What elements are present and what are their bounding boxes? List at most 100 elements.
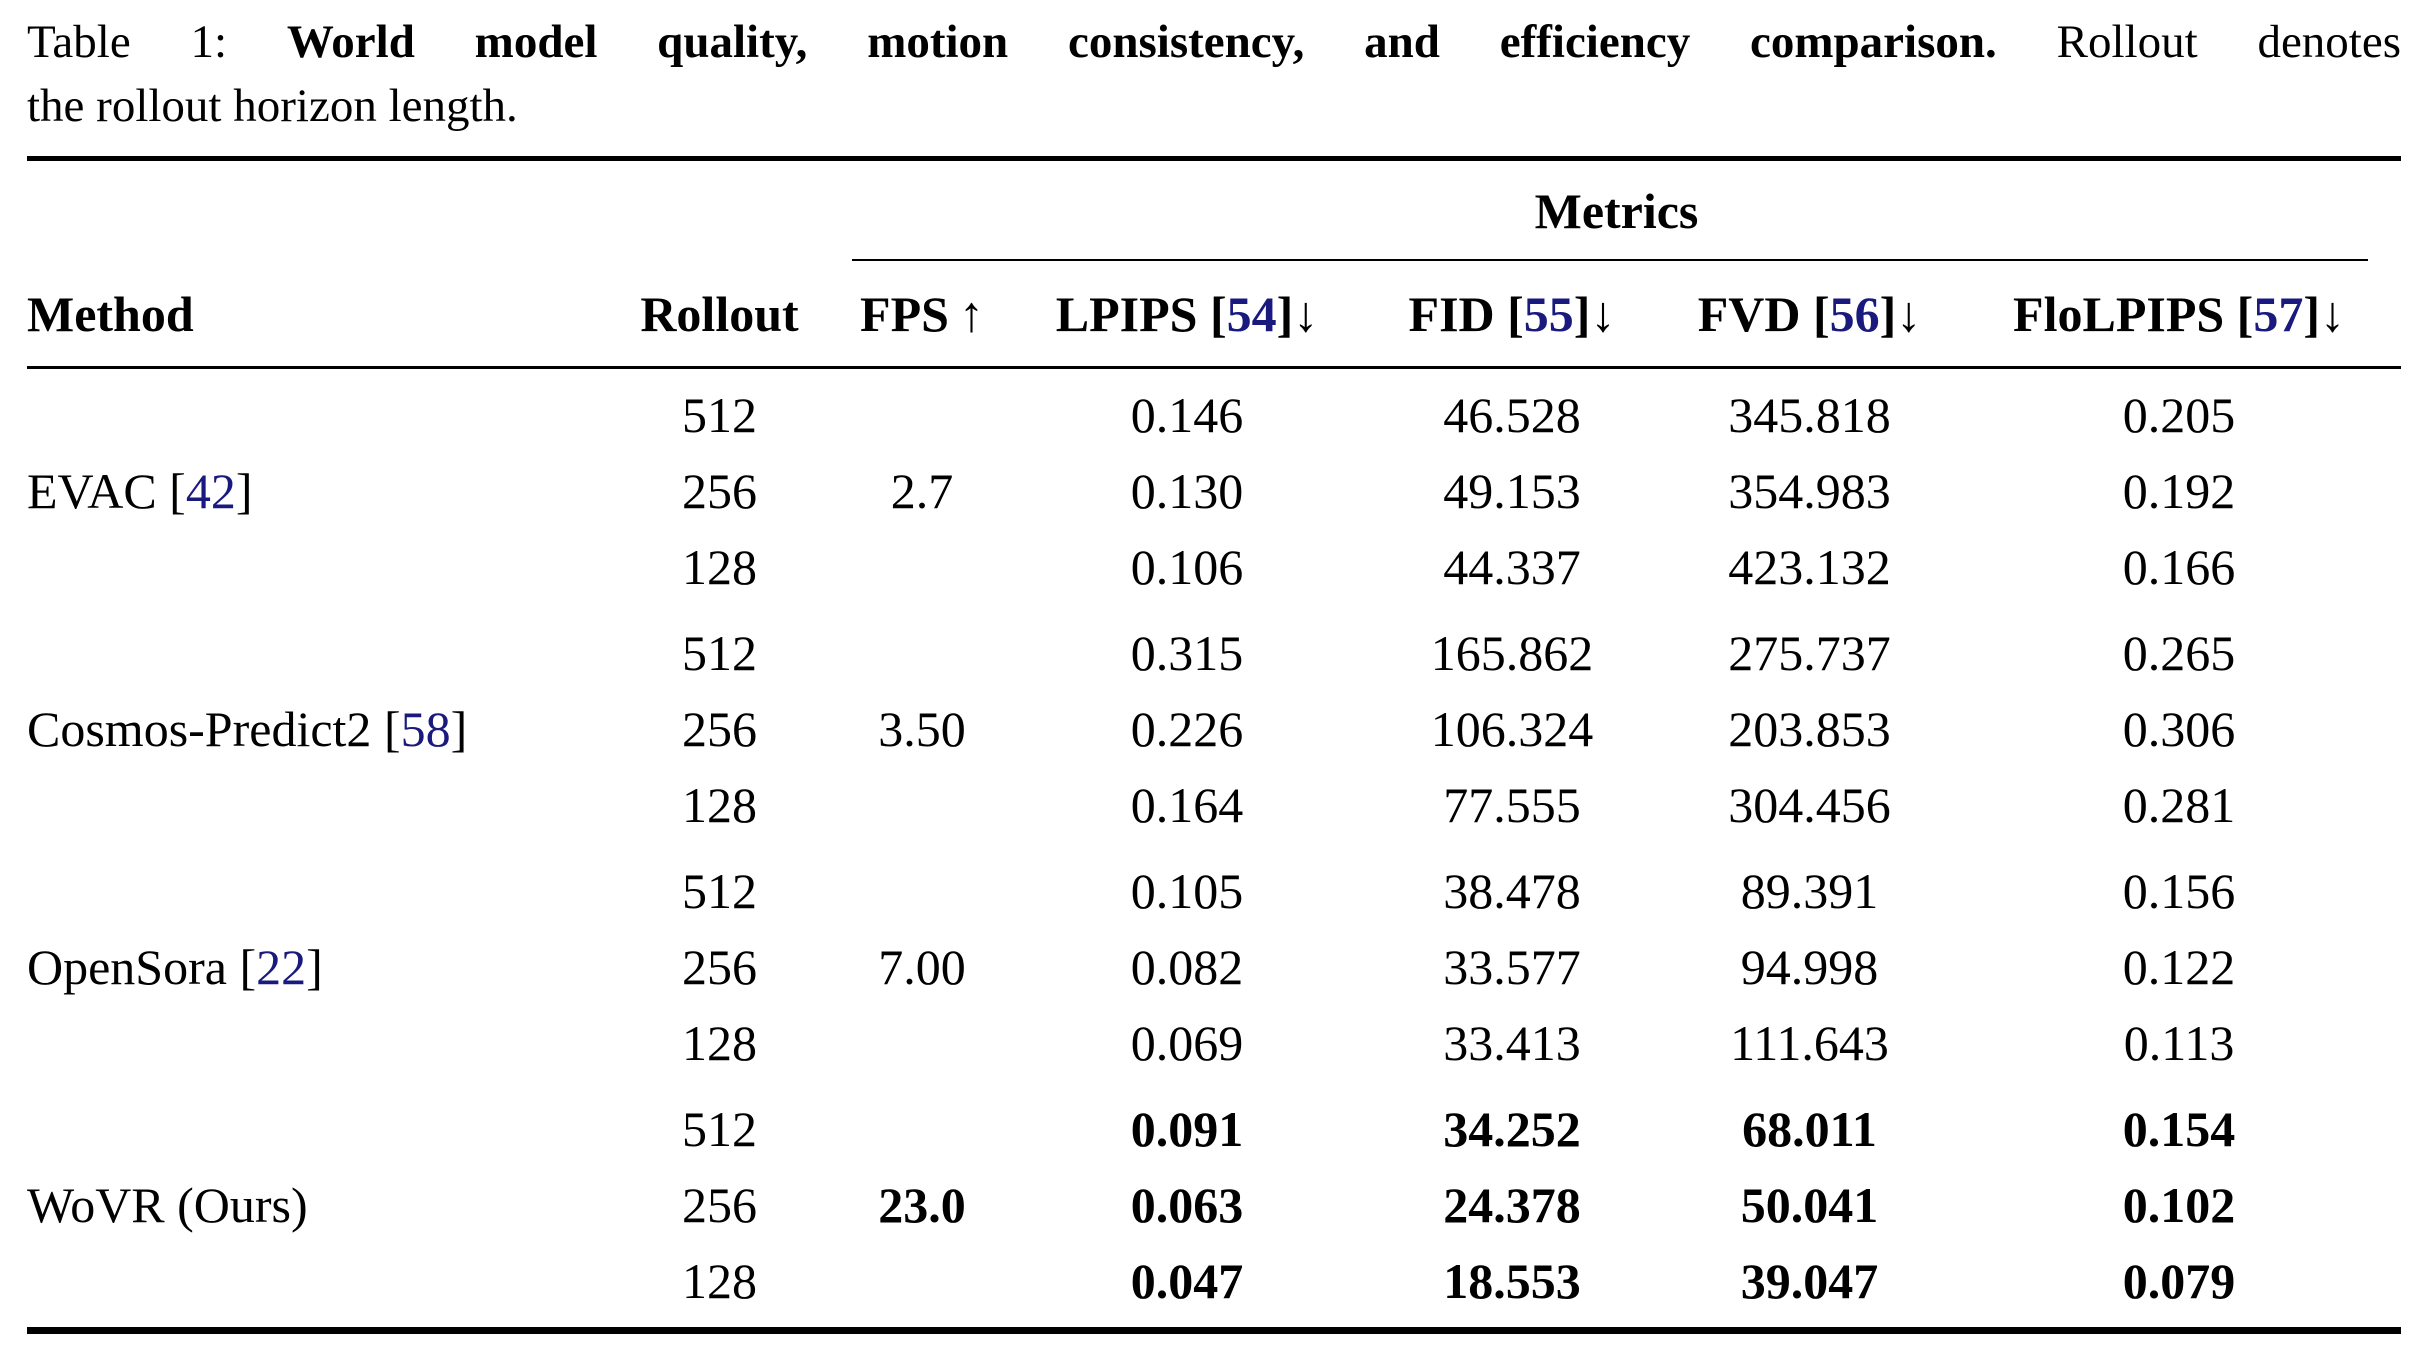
bracket: ] [235, 463, 253, 519]
col-header-lpips: LPIPS [54]↓ [1012, 261, 1362, 369]
fps-cell: 2.7 [890, 463, 954, 519]
bracket: ] [450, 701, 468, 757]
metric-value-cell: 68.011 [1742, 1101, 1877, 1157]
rollout-cell: 512 [682, 863, 757, 919]
metric-value-cell: 0.205 [2122, 387, 2236, 443]
table-row: 256 0.130 49.153 354.983 0.192 [27, 453, 2401, 529]
up-arrow-icon: ↑ [958, 285, 984, 342]
table-row: 256 0.226 106.324 203.853 0.306 [27, 691, 2401, 767]
table-row: EVAC [42] 512 2.7 0.146 46.528 345.818 0… [27, 377, 2401, 519]
rollout-cell: 256 [682, 463, 757, 519]
metrics-label: Metrics [1534, 183, 1699, 239]
metric-value-cell: 0.130 [1130, 463, 1244, 519]
rollout-cell: 128 [682, 777, 757, 833]
rollout-cell: 256 [682, 939, 757, 995]
metric-value-cell: 34.252 [1443, 1101, 1581, 1157]
group-spacer [27, 1319, 2401, 1331]
method-name: EVAC [27, 463, 170, 519]
table-row: 256 0.063 24.378 50.041 0.102 [27, 1167, 2401, 1243]
rollout-cell: 128 [682, 1015, 757, 1071]
table-caption: Table 1: World model quality, motion con… [27, 10, 2401, 138]
metric-value-cell: 0.154 [2122, 1101, 2236, 1157]
citation-link[interactable]: 56 [1829, 285, 1880, 342]
metric-value-cell: 0.265 [2122, 625, 2236, 681]
col-header-fps: FPS ↑ [832, 261, 1012, 369]
metric-value-cell: 0.146 [1130, 387, 1244, 443]
metric-value-cell: 304.456 [1728, 777, 1891, 833]
metric-value-cell: 0.106 [1130, 539, 1244, 595]
metric-value-cell: 0.047 [1130, 1253, 1244, 1309]
method-cell: EVAC [42] [27, 377, 607, 605]
metric-value-cell: 106.324 [1430, 701, 1594, 757]
citation-link[interactable]: 55 [1523, 285, 1574, 342]
table-row: 128 0.106 44.337 423.132 0.166 [27, 529, 2401, 605]
bracket: ] [2303, 285, 2320, 342]
bracket: ] [1879, 285, 1897, 342]
method-cell: WoVR (Ours) [27, 1091, 607, 1319]
paper-page: Table 1: World model quality, motion con… [27, 10, 2402, 1334]
table-row: Cosmos-Predict2 [58] 512 3.50 0.315 165.… [27, 615, 2401, 757]
col-header-fid: FID [55]↓ [1362, 261, 1662, 369]
results-table: Metrics Method Rollout FPS ↑ LPIPS [54]↓ … [27, 156, 2402, 1334]
citation-link[interactable]: 58 [400, 701, 451, 757]
caption-rest: Rollout denotes [1996, 16, 2402, 68]
metric-value-cell: 111.643 [1730, 1015, 1889, 1071]
rollout-cell: 512 [682, 625, 757, 681]
group-spacer [27, 1081, 2401, 1091]
metric-value-cell: 423.132 [1728, 539, 1891, 595]
metric-value-cell: 0.315 [1130, 625, 1244, 681]
table-row: OpenSora [22] 512 7.00 0.105 38.478 89.3… [27, 853, 2401, 995]
metric-value-cell: 0.306 [2122, 701, 2236, 757]
rollout-cell: 512 [682, 387, 757, 443]
caption-bold-title: World model quality, motion consistency,… [286, 16, 1997, 68]
down-arrow-icon: ↓ [2319, 285, 2345, 342]
table-row: 256 0.082 33.577 94.998 0.122 [27, 929, 2401, 1005]
method-name: WoVR (Ours) [27, 1177, 308, 1233]
metric-value-cell: 94.998 [1740, 939, 1879, 995]
metric-value-cell: 50.041 [1740, 1177, 1879, 1233]
citation-link[interactable]: 57 [2253, 285, 2304, 342]
metric-value-cell: 0.069 [1130, 1015, 1244, 1071]
down-arrow-icon: ↓ [1896, 285, 1922, 342]
metric-value-cell: 0.164 [1130, 777, 1244, 833]
bracket: [ [169, 463, 186, 519]
metric-value-cell: 24.378 [1443, 1177, 1581, 1233]
metric-value-cell: 0.166 [2122, 539, 2236, 595]
bracket: [ [1507, 285, 1524, 342]
metric-value-cell: 0.105 [1130, 863, 1244, 919]
method-cell: Cosmos-Predict2 [58] [27, 615, 607, 843]
citation-link[interactable]: 54 [1226, 285, 1277, 342]
down-arrow-icon: ↓ [1293, 285, 1319, 342]
bracket: ] [1276, 285, 1294, 342]
citation-link[interactable]: 42 [185, 463, 236, 519]
col-header-method: Method [27, 261, 607, 369]
bracket: ] [306, 939, 323, 995]
group-spacer [27, 843, 2401, 853]
metric-value-cell: 46.528 [1443, 387, 1581, 443]
table-row: 128 0.164 77.555 304.456 0.281 [27, 767, 2401, 843]
metric-value-cell: 18.553 [1443, 1253, 1581, 1309]
table-row: 128 0.047 18.553 39.047 0.079 [27, 1243, 2401, 1319]
metric-value-cell: 345.818 [1728, 387, 1891, 443]
metric-value-cell: 275.737 [1728, 625, 1891, 681]
fps-cell: 23.0 [878, 1177, 966, 1233]
col-header-rollout: Rollout [607, 261, 832, 369]
method-cell: OpenSora [22] [27, 853, 607, 1081]
metric-value-cell: 0.281 [2122, 777, 2236, 833]
metrics-row-spacer [27, 159, 832, 262]
metric-value-cell: 0.082 [1130, 939, 1244, 995]
caption-prefix: Table 1: [27, 16, 287, 68]
metric-value-cell: 203.853 [1728, 701, 1891, 757]
metric-value-cell: 33.413 [1443, 1015, 1581, 1071]
citation-link[interactable]: 22 [256, 939, 307, 995]
metric-value-cell: 0.063 [1130, 1177, 1244, 1233]
metric-value-cell: 0.113 [2123, 1015, 2235, 1071]
metric-value-cell: 0.102 [2122, 1177, 2236, 1233]
metric-value-cell: 0.079 [2122, 1253, 2236, 1309]
bracket: [ [383, 701, 401, 757]
method-name: OpenSora [27, 939, 240, 995]
metrics-span-row: Metrics [27, 159, 2401, 262]
metrics-group-header: Metrics [832, 159, 2401, 261]
fvd-label: FVD [1697, 285, 1801, 342]
rollout-cell: 256 [682, 1177, 757, 1233]
